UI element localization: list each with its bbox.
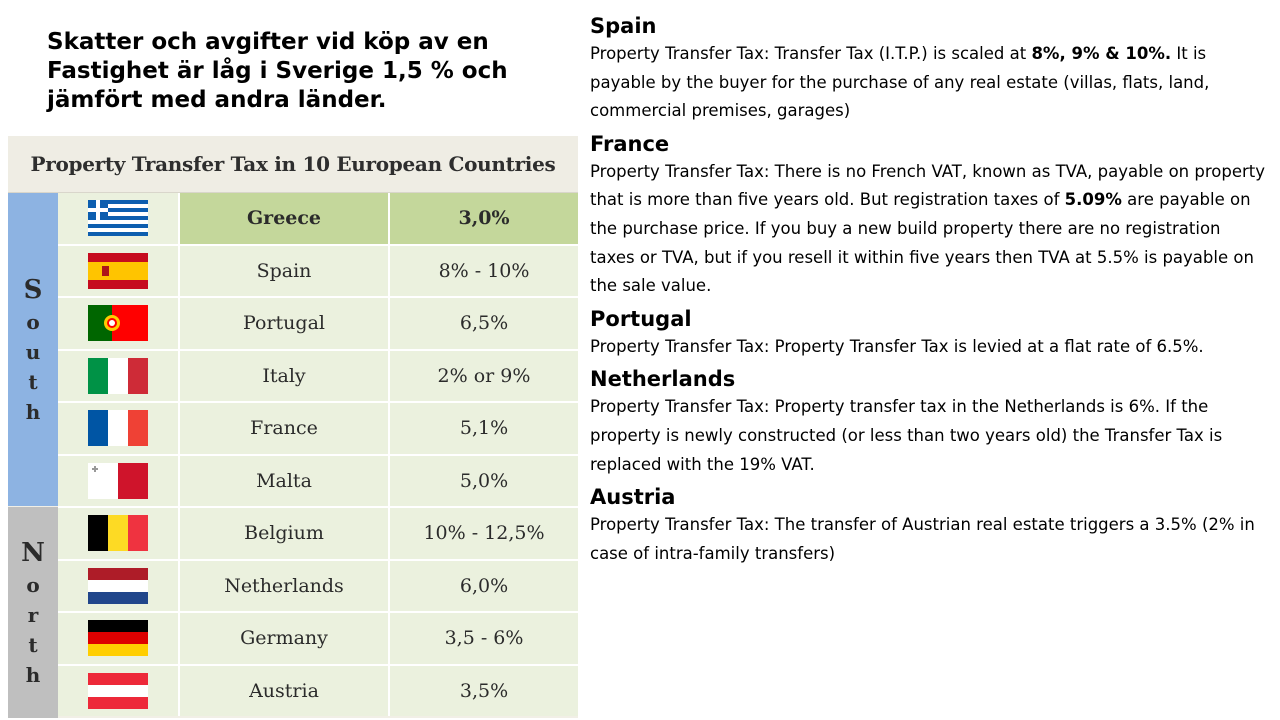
flag-cell [58, 193, 180, 244]
spain-flag-icon [88, 252, 148, 289]
table-row: France 5,1% [58, 403, 578, 456]
region-letter: u [25, 339, 41, 364]
section-heading: Spain [590, 14, 657, 38]
section-spain: Spain Property Transfer Tax: Transfer Ta… [590, 12, 1270, 126]
country-name: Italy [180, 350, 390, 401]
property-tax-table: Property Transfer Tax in 10 European Cou… [8, 136, 578, 718]
tax-rate: 2% or 9% [437, 364, 531, 387]
country-notes: Spain Property Transfer Tax: Transfer Ta… [590, 12, 1270, 572]
region-letter: o [26, 572, 40, 597]
belgium-flag-icon [88, 515, 148, 552]
section-france: France Property Transfer Tax: There is n… [590, 130, 1270, 301]
text-span: are payable on the purchase price. If yo… [590, 190, 1254, 296]
flag-cell [58, 245, 180, 296]
table-row: Spain 8% - 10% [58, 245, 578, 298]
region-letter: S [23, 274, 43, 305]
country-name: Malta [180, 455, 390, 506]
greece-flag-icon [88, 200, 148, 237]
section-text: Property Transfer Tax: The transfer of A… [590, 515, 1255, 563]
country-name: Greece [180, 193, 390, 244]
tax-rate: 10% - 12,5% [423, 522, 545, 545]
country-name: Austria [180, 665, 390, 716]
table-row: Germany 3,5 - 6% [58, 613, 578, 666]
tax-rate: 3,5 - 6% [444, 627, 524, 650]
portugal-flag-icon [88, 305, 148, 342]
flag-cell [58, 403, 180, 454]
region-letter: h [25, 662, 41, 687]
region-letter: o [26, 309, 40, 334]
section-portugal: Portugal Property Transfer Tax: Property… [590, 305, 1270, 362]
table-title: Property Transfer Tax in 10 European Cou… [8, 136, 578, 193]
table-row: Netherlands 6,0% [58, 560, 578, 613]
region-letter: t [28, 369, 38, 394]
tax-rate: 6,5% [459, 312, 509, 335]
region-north-label: N o r t h [8, 507, 58, 718]
table-row: Greece 3,0% [58, 193, 578, 246]
bold-text: 5.09% [1064, 190, 1122, 210]
table-row: Belgium 10% - 12,5% [58, 508, 578, 561]
flag-cell [58, 455, 180, 506]
section-heading: Portugal [590, 306, 692, 331]
section-netherlands: Netherlands Property Transfer Tax: Prope… [590, 365, 1270, 479]
flag-cell [58, 298, 180, 349]
headline: Skatter och avgifter vid köp av en Fasti… [47, 29, 508, 113]
country-name: France [180, 403, 390, 454]
flag-cell [58, 560, 180, 611]
table-row: Portugal 6,5% [58, 298, 578, 351]
text-span: Property Transfer Tax: There is no Frenc… [590, 161, 1266, 210]
table-row: Italy 2% or 9% [58, 350, 578, 403]
section-heading: Netherlands [590, 367, 736, 392]
section-text: Property Transfer Tax: Transfer Tax (I.T… [590, 40, 1270, 126]
flag-cell [58, 350, 180, 401]
tax-rate: 5,0% [459, 469, 509, 492]
bold-text: 8%, 9% & 10%. [1031, 44, 1172, 63]
country-name: Netherlands [180, 560, 390, 611]
region-letter: h [25, 399, 41, 424]
section-austria: Austria Property Transfer Tax: The trans… [590, 483, 1270, 568]
tax-rate: 5,1% [459, 417, 509, 440]
section-heading: Austria [590, 485, 676, 510]
austria-flag-icon [88, 672, 148, 709]
flag-cell [58, 665, 180, 716]
netherlands-flag-icon [88, 567, 148, 604]
region-letter: N [21, 537, 45, 568]
tax-rate: 3,5% [459, 679, 509, 702]
malta-flag-icon [88, 462, 148, 499]
country-name: Germany [180, 613, 390, 664]
flag-cell [58, 508, 180, 559]
tax-rate: 3,0% [390, 193, 578, 244]
region-letter: r [27, 602, 39, 627]
region-south-label: S o u t h [8, 193, 58, 506]
country-name: Spain [180, 245, 390, 296]
germany-flag-icon [88, 620, 148, 657]
country-name: Belgium [180, 508, 390, 559]
section-text: Property Transfer Tax: Property transfer… [590, 397, 1223, 474]
table-rows: Greece 3,0% Spain 8% - 10% [58, 193, 578, 716]
region-letter: t [28, 632, 38, 657]
section-text: Property Transfer Tax: Property Transfer… [590, 336, 1204, 356]
flag-cell [58, 613, 180, 664]
text-span: Property Transfer Tax: Transfer Tax (I.T… [590, 44, 1032, 63]
tax-rate: 8% - 10% [438, 259, 530, 282]
france-flag-icon [88, 410, 148, 447]
table-row: Malta 5,0% [58, 455, 578, 508]
country-name: Portugal [180, 298, 390, 349]
tax-rate: 6,0% [459, 574, 509, 597]
section-heading: France [590, 131, 670, 156]
table-row: Austria 3,5% [58, 665, 578, 716]
text-span: It is payable by the buyer for the purch… [590, 44, 1210, 121]
section-text: Property Transfer Tax: There is no Frenc… [590, 158, 1270, 301]
italy-flag-icon [88, 357, 148, 394]
